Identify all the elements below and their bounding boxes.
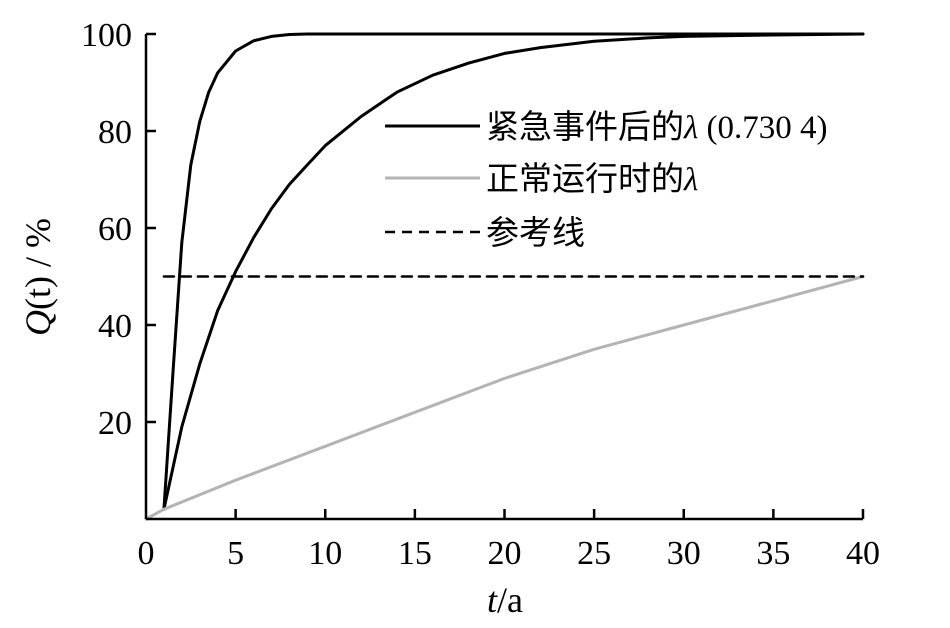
y-axis-title: Q(t) / % xyxy=(18,218,58,336)
y-tick-label: 100 xyxy=(81,17,132,54)
x-tick-label: 25 xyxy=(577,535,611,572)
x-tick-label: 5 xyxy=(227,535,244,572)
legend-label-emergency: 紧急事件后的λ (0.730 4) xyxy=(486,109,828,146)
y-tick-label: 20 xyxy=(98,405,132,442)
x-tick-label: 35 xyxy=(756,535,790,572)
series-line-3 xyxy=(144,275,865,521)
legend-label-reference: 参考线 xyxy=(486,215,585,252)
legend-label-normal: 正常运行时的λ xyxy=(486,161,698,198)
y-ticks: 20 40 60 80 100 xyxy=(81,17,156,442)
x-tick-label: 15 xyxy=(398,535,432,572)
x-tick-label: 0 xyxy=(138,535,155,572)
legend: 紧急事件后的λ (0.730 4) 正常运行时的λ 参考线 xyxy=(385,109,828,252)
plot-lines xyxy=(144,32,865,521)
series-line-1 xyxy=(162,32,865,511)
y-tick-label: 80 xyxy=(98,114,132,151)
y-tick-label: 60 xyxy=(98,211,132,248)
x-tick-label: 20 xyxy=(488,535,522,572)
y-tick-label: 40 xyxy=(98,308,132,345)
x-ticks: 0 5 10 15 20 25 30 35 40 xyxy=(138,509,880,572)
x-axis-title: t/a xyxy=(487,580,523,620)
series-line-2 xyxy=(162,32,865,511)
x-tick-label: 30 xyxy=(667,535,701,572)
x-tick-label: 10 xyxy=(308,535,342,572)
x-tick-label: 40 xyxy=(846,535,880,572)
